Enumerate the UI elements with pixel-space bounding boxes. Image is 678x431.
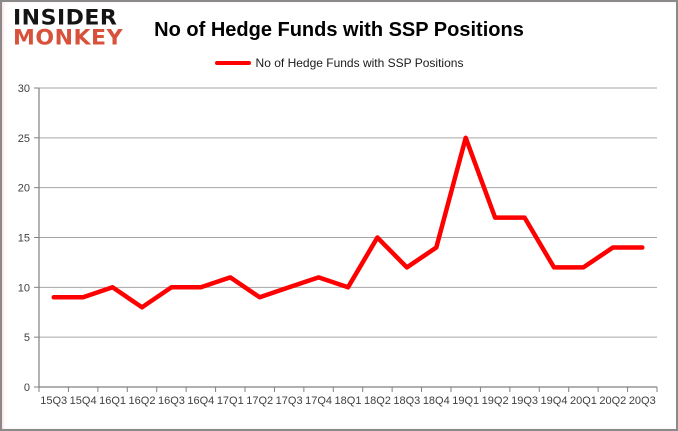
x-tick-label: 17Q2 — [246, 395, 273, 407]
x-tick-label: 17Q3 — [276, 395, 303, 407]
chart-header: INSIDER MONKEY No of Hedge Funds with SS… — [2, 2, 676, 78]
chart-svg: 0 5 10 15 20 25 30 15Q3 15Q4 16Q1 16Q2 16Q3 16Q4 17Q1… — [18, 83, 658, 407]
x-tick-label: 15Q3 — [40, 395, 67, 407]
y-tick-label: 15 — [18, 233, 30, 245]
chart-title: No of Hedge Funds with SSP Positions — [154, 19, 524, 41]
x-tick-label: 19Q3 — [511, 395, 538, 407]
x-tick-label: 20Q1 — [570, 395, 597, 407]
y-tick-label: 30 — [18, 83, 30, 95]
legend-line-swatch — [214, 60, 251, 66]
x-tick-label: 20Q2 — [599, 395, 626, 407]
x-tick-label: 16Q2 — [129, 395, 156, 407]
x-tick-label: 16Q4 — [187, 395, 214, 407]
x-tick-label: 17Q1 — [217, 395, 244, 407]
insider-monkey-logo: INSIDER MONKEY — [13, 6, 124, 51]
y-tick-label: 10 — [18, 282, 30, 294]
y-tick-label: 0 — [24, 382, 30, 394]
x-tick-label: 16Q1 — [99, 395, 126, 407]
x-tick-label: 18Q4 — [423, 395, 450, 407]
x-tick-label: 20Q3 — [629, 395, 656, 407]
y-tick-label: 20 — [18, 183, 30, 195]
x-tick-label: 17Q4 — [305, 395, 332, 407]
x-tick-label: 15Q4 — [70, 395, 97, 407]
logo-text-monkey: MONKEY — [13, 26, 124, 51]
x-tick-label: 18Q1 — [335, 395, 362, 407]
y-tick-label: 5 — [24, 332, 30, 344]
x-tick-label: 19Q1 — [452, 395, 479, 407]
x-tick-label: 18Q2 — [364, 395, 391, 407]
logo-text-insider: INSIDER — [13, 6, 118, 31]
x-tick-label: 19Q2 — [482, 395, 509, 407]
legend-series-label: No of Hedge Funds with SSP Positions — [255, 56, 464, 70]
x-tick-label: 16Q3 — [158, 395, 185, 407]
chart-legend: No of Hedge Funds with SSP Positions — [2, 56, 676, 70]
x-tick-label: 19Q4 — [541, 395, 568, 407]
series-line — [51, 135, 645, 310]
y-tick-label: 25 — [18, 133, 30, 145]
x-tick-label: 18Q3 — [393, 395, 420, 407]
